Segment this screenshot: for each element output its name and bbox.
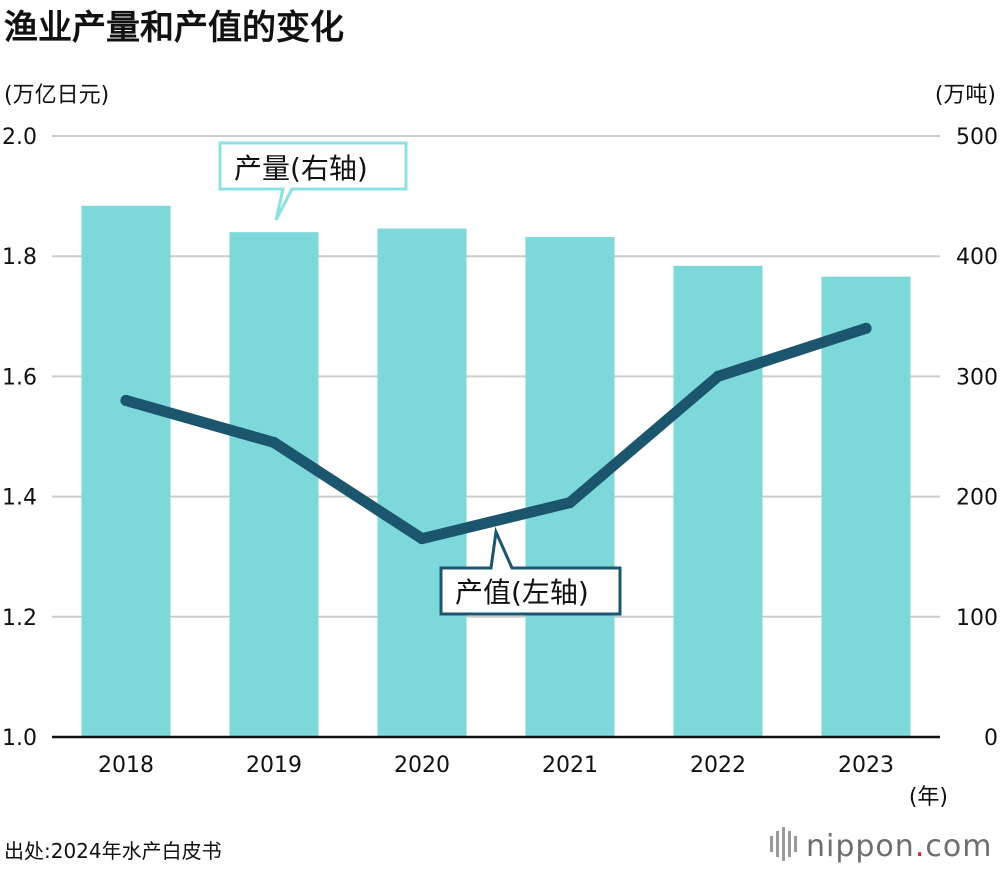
bar-2023 (821, 276, 911, 737)
x-tick-label: 2022 (690, 753, 746, 778)
right-tick-label: 100 (956, 606, 998, 631)
left-tick-label: 1.4 (2, 486, 37, 511)
right-tick-label: 200 (956, 486, 998, 511)
right-tick-label: 400 (956, 245, 998, 270)
line-point-2018 (120, 394, 132, 406)
left-axis-unit: (万亿日元) (4, 83, 109, 108)
chart-title: 渔业产量和产值的变化 (4, 8, 344, 48)
bar-series-callout: 产量(右轴) (218, 141, 408, 221)
bar-2022 (673, 265, 763, 737)
left-tick-label: 1.2 (2, 606, 37, 631)
line-point-2022 (712, 370, 724, 382)
bar-series (81, 205, 911, 737)
line-point-2021 (564, 497, 576, 509)
bar-callout-box (218, 141, 408, 221)
x-tick-label: 2021 (542, 753, 598, 778)
right-tick-label: 0 (984, 726, 998, 751)
line-series-callout: 产值(左轴) (439, 526, 622, 616)
source-note: 出处:2024年水产白皮书 (4, 839, 222, 863)
brand-bars-icon (770, 827, 797, 861)
line-callout-box (439, 526, 622, 616)
line-point-2020 (416, 533, 428, 545)
x-axis-unit: (年) (909, 785, 948, 810)
x-tick-label: 2023 (838, 753, 894, 778)
x-tick-label: 2018 (98, 753, 154, 778)
gridlines (52, 135, 940, 618)
right-tick-label: 500 (956, 125, 998, 150)
bar-2021 (525, 236, 615, 737)
right-axis-unit: (万吨) (935, 83, 996, 108)
line-point-2023 (860, 322, 872, 334)
line-point-2019 (268, 437, 280, 449)
line-series (120, 322, 872, 545)
axes: 1.0 1.2 1.4 1.6 1.8 2.0 0 100 200 300 400 500 2018 20… (2, 125, 998, 778)
bar-2020 (377, 228, 467, 737)
brand-wordmark: nippon.com (806, 829, 992, 864)
value-line (120, 322, 872, 545)
x-tick-label: 2019 (246, 753, 302, 778)
bar-callout-label: 产量(右轴) (234, 152, 368, 185)
left-tick-label: 1.6 (2, 365, 37, 390)
left-tick-label: 2.0 (2, 125, 37, 150)
left-tick-label: 1.8 (2, 245, 37, 270)
bar-2019 (229, 232, 319, 737)
brand-logo: nippon.com (770, 827, 992, 864)
left-tick-label: 1.0 (2, 726, 37, 751)
x-tick-label: 2020 (394, 753, 450, 778)
bar-2018 (81, 205, 171, 737)
right-tick-label: 300 (956, 365, 998, 390)
line-callout-label: 产值(左轴) (455, 576, 589, 609)
